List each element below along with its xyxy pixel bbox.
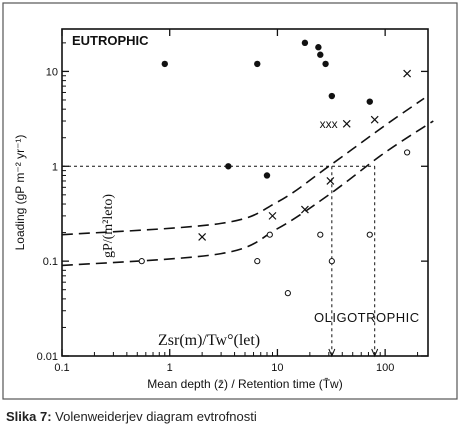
open-point bbox=[366, 231, 373, 238]
filled-point bbox=[254, 60, 261, 68]
y-tick-label: 10 bbox=[46, 66, 58, 78]
x-tick-label: 0.1 bbox=[54, 362, 69, 374]
x-point bbox=[326, 177, 335, 185]
x-point bbox=[198, 232, 207, 241]
filled-point bbox=[328, 92, 336, 100]
data-points bbox=[138, 39, 412, 297]
y-axis-label: Loading (gP m⁻² yr⁻¹) bbox=[13, 135, 27, 251]
filled-point bbox=[263, 172, 271, 179]
open-point bbox=[284, 290, 291, 297]
filled-point bbox=[322, 60, 329, 68]
oligotrophic-label: OLIGOTROPHIC bbox=[314, 310, 420, 325]
filled-point bbox=[315, 44, 322, 51]
x-cluster-label: xxx bbox=[320, 117, 338, 131]
caption-label: Slika 7: bbox=[6, 409, 52, 424]
x-point bbox=[342, 119, 351, 128]
x-tick-label: 1 bbox=[167, 362, 173, 374]
reference-arrow bbox=[328, 348, 336, 358]
open-point bbox=[317, 231, 324, 238]
filled-point bbox=[225, 163, 232, 170]
open-point bbox=[328, 258, 335, 265]
x-point bbox=[403, 69, 412, 78]
open-point bbox=[404, 149, 411, 156]
filled-point bbox=[317, 51, 324, 58]
caption-text: Volenweiderjev diagram evtrofnosti bbox=[55, 409, 257, 424]
filled-point bbox=[301, 39, 309, 47]
boundary-curve bbox=[61, 120, 434, 267]
open-point bbox=[254, 258, 261, 265]
y-tick-label: 0.1 bbox=[43, 256, 58, 268]
figure-caption: Slika 7: Volenweiderjev diagram evtrofno… bbox=[6, 409, 257, 424]
x-point bbox=[300, 205, 309, 214]
x-tick-label: 100 bbox=[376, 362, 394, 374]
open-point bbox=[138, 258, 145, 265]
eutrophic-label: EUTROPHIC bbox=[72, 33, 149, 48]
filled-point bbox=[161, 60, 168, 68]
x-point bbox=[268, 211, 277, 220]
x-tick-label: 10 bbox=[271, 362, 283, 374]
y-tick-label: 1 bbox=[52, 161, 58, 173]
boundary-lines bbox=[61, 97, 434, 267]
x-annotation: Zsr(m)/Tw°(let) bbox=[158, 332, 260, 349]
y-annotation: gP/(m²leto) bbox=[101, 194, 116, 258]
open-point bbox=[266, 231, 273, 238]
x-point bbox=[370, 115, 379, 124]
y-tick-label: 0.01 bbox=[37, 351, 58, 363]
boundary-curve bbox=[61, 97, 425, 236]
x-axis-label: Mean depth (z̄) / Retention time (T̄w) bbox=[147, 377, 342, 391]
filled-point bbox=[366, 98, 373, 105]
figure-frame bbox=[2, 2, 458, 400]
